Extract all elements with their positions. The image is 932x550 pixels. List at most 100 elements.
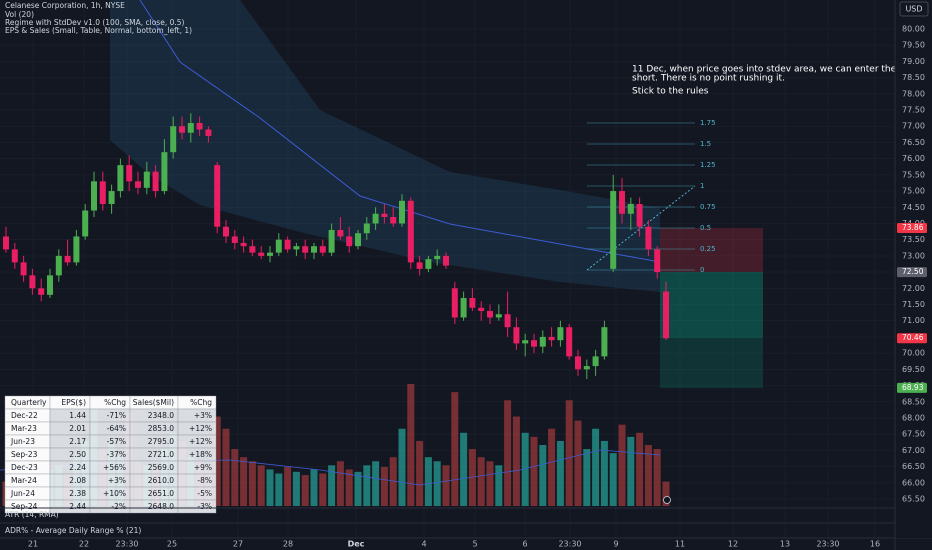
table-text: -71%	[107, 411, 126, 420]
y-tick-label: 70.00	[902, 349, 925, 358]
table-text: 2610.0	[148, 476, 174, 485]
table-text: 2721.0	[148, 450, 174, 459]
table-text: -57%	[107, 437, 126, 446]
candle-body	[619, 191, 625, 214]
candle-body	[152, 171, 159, 192]
table-text: +56%	[103, 463, 126, 472]
candle-body	[187, 123, 194, 133]
candle-body	[117, 165, 124, 192]
candle-body	[143, 171, 150, 188]
axis-labels: 65.5066.0066.5067.0067.5068.0068.5069.00…	[28, 25, 927, 549]
table-cell	[177, 499, 217, 514]
candle-body	[319, 246, 326, 253]
table-text: 2.38	[69, 489, 86, 498]
volume-bar	[636, 432, 644, 506]
indicator-label: EPS & Sales (Small, Table, Normal, botto…	[5, 26, 192, 35]
table-text: 2348.0	[148, 411, 174, 420]
volume-bar	[574, 420, 582, 506]
indicator-label: Regime with StdDev v1.0 (100, SMA, close…	[5, 18, 185, 27]
y-tick-label: 76.50	[902, 138, 925, 147]
candle-body	[399, 200, 405, 224]
y-tick-label: 80.00	[902, 25, 925, 34]
volume-bar	[451, 392, 459, 506]
candle-body	[601, 327, 608, 357]
volume-bar	[407, 384, 415, 506]
currency-button[interactable]	[899, 1, 929, 17]
volume-bar	[292, 471, 300, 506]
table-text: Dec-23	[11, 463, 38, 472]
candle-body	[302, 246, 309, 253]
candle-body	[311, 246, 317, 253]
candle-body	[451, 288, 458, 318]
y-tick-label: 75.00	[902, 187, 925, 196]
candle-body	[179, 126, 185, 133]
candle-body	[328, 229, 335, 253]
target-zone	[660, 272, 763, 388]
candle-body	[487, 311, 493, 318]
y-tick-label: 79.50	[902, 41, 925, 50]
volume-bar	[363, 465, 371, 506]
table-text: 2.01	[69, 424, 86, 433]
table-text: -37%	[107, 450, 126, 459]
table-text: +12%	[189, 424, 212, 433]
candle-body	[161, 152, 168, 192]
x-tick-label: 12	[728, 540, 738, 549]
y-tick-label: 76.00	[902, 154, 925, 163]
volume-bar	[521, 432, 529, 506]
x-tick-label: 5	[472, 540, 477, 549]
y-tick-label: 67.50	[902, 430, 925, 439]
volume-bar	[345, 469, 353, 506]
fib-label: 1.5	[700, 140, 711, 148]
x-tick-label: 9	[613, 540, 618, 549]
candle-body	[663, 291, 669, 339]
table-text: Quarterly	[11, 398, 47, 407]
table-text: Sep-24	[11, 502, 38, 511]
price-tag	[897, 223, 927, 234]
volume-bar	[240, 457, 248, 506]
candle-body	[346, 236, 353, 247]
volume-bar	[486, 461, 494, 506]
candle-body	[478, 307, 485, 311]
volume-bar	[301, 475, 309, 506]
y-tick-label: 79.00	[902, 57, 925, 66]
volume-bar	[398, 428, 406, 506]
table-text: -3%	[197, 502, 212, 511]
y-tick-label: 68.50	[902, 397, 925, 406]
fib-label: 0	[700, 266, 704, 274]
candle-body	[372, 213, 379, 224]
volume-bar	[319, 473, 327, 506]
pane-label: ATR (14, RMA)	[5, 510, 59, 519]
fib-label: 1	[700, 182, 704, 190]
candle-body	[73, 236, 80, 263]
candle-body	[135, 181, 141, 188]
volume-bar	[592, 428, 600, 506]
candle-body	[390, 217, 397, 224]
candle-body	[205, 129, 212, 136]
table-text: 2648.0	[148, 502, 174, 511]
candle-body	[240, 242, 247, 247]
table-text: Sales($Mil)	[133, 398, 174, 407]
event-icon[interactable]	[663, 496, 671, 504]
volume-bar	[530, 436, 538, 506]
x-tick-label: 22	[79, 540, 89, 549]
candle-body	[11, 249, 18, 263]
table-text: 2853.0	[148, 424, 174, 433]
volume-bar	[266, 469, 274, 506]
price-tag-label: 68.93	[902, 383, 924, 392]
candle-body	[636, 204, 643, 227]
candle-body	[223, 226, 229, 237]
candle-body	[47, 275, 53, 295]
table-text: +18%	[189, 450, 212, 459]
profit-zone	[660, 272, 763, 338]
volume-bar	[442, 465, 450, 506]
candle-body	[645, 226, 652, 250]
y-tick-label: 75.50	[902, 170, 925, 179]
eps-table: Quarterly EPS($) %Chg Sales($Mil) %Chg Dec-22…	[4, 395, 217, 514]
y-tick-label: 66.50	[902, 462, 925, 471]
table-text: -8%	[197, 476, 212, 485]
y-tick-label: 69.50	[902, 365, 925, 374]
candle-body	[495, 314, 502, 318]
table-text: 2651.0	[148, 489, 174, 498]
candle-body	[267, 252, 273, 256]
